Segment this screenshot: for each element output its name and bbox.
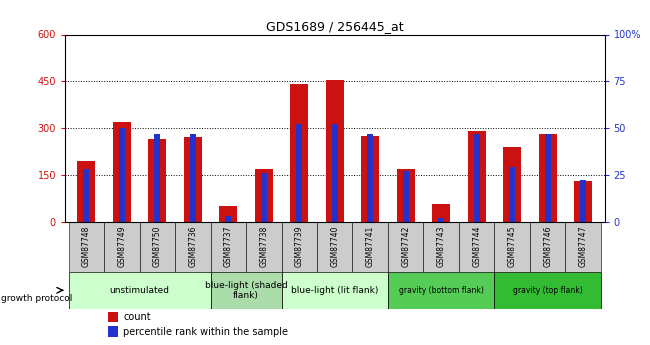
Bar xyxy=(495,272,601,309)
Bar xyxy=(68,272,211,309)
Bar xyxy=(140,221,175,272)
Bar xyxy=(397,169,415,221)
Bar xyxy=(261,173,267,221)
Bar xyxy=(545,134,551,221)
Text: blue-light (lit flank): blue-light (lit flank) xyxy=(291,286,378,295)
Bar xyxy=(459,221,495,272)
Bar xyxy=(468,131,486,221)
Text: GSM87739: GSM87739 xyxy=(294,226,304,267)
Bar xyxy=(108,312,118,322)
Bar xyxy=(104,221,140,272)
Text: GSM87745: GSM87745 xyxy=(508,226,517,267)
Bar xyxy=(332,124,338,221)
Title: GDS1689 / 256445_at: GDS1689 / 256445_at xyxy=(266,20,404,33)
Bar xyxy=(190,134,196,221)
Text: GSM87740: GSM87740 xyxy=(330,226,339,267)
Bar xyxy=(255,169,272,221)
Bar xyxy=(225,216,231,221)
Bar xyxy=(148,139,166,221)
Bar xyxy=(424,221,459,272)
Bar xyxy=(580,180,586,221)
Bar xyxy=(68,221,104,272)
Bar xyxy=(154,134,161,221)
Bar xyxy=(108,326,118,337)
Text: GSM87743: GSM87743 xyxy=(437,226,446,267)
Text: count: count xyxy=(124,312,151,322)
Bar xyxy=(175,221,211,272)
Bar xyxy=(438,218,445,221)
Bar xyxy=(246,221,281,272)
Text: blue-light (shaded
flank): blue-light (shaded flank) xyxy=(205,280,287,300)
Bar xyxy=(432,205,450,221)
Bar xyxy=(326,80,344,221)
Bar xyxy=(388,221,424,272)
Bar xyxy=(118,128,125,221)
Text: GSM87744: GSM87744 xyxy=(472,226,481,267)
Text: GSM87738: GSM87738 xyxy=(259,226,268,267)
Bar xyxy=(575,181,592,221)
Bar xyxy=(352,221,388,272)
Text: growth protocol: growth protocol xyxy=(1,294,72,303)
Bar xyxy=(402,171,409,221)
Text: GSM87746: GSM87746 xyxy=(543,226,552,267)
Bar xyxy=(509,167,515,221)
Bar xyxy=(317,221,352,272)
Bar xyxy=(539,134,556,221)
Text: percentile rank within the sample: percentile rank within the sample xyxy=(124,327,288,337)
Bar xyxy=(361,136,379,221)
Bar xyxy=(281,272,388,309)
Bar xyxy=(503,147,521,221)
Bar xyxy=(388,272,495,309)
Bar xyxy=(77,161,95,221)
Bar xyxy=(367,134,374,221)
Bar xyxy=(211,272,281,309)
Bar xyxy=(566,221,601,272)
Text: GSM87748: GSM87748 xyxy=(82,226,91,267)
Text: GSM87737: GSM87737 xyxy=(224,226,233,267)
Bar xyxy=(296,124,302,221)
Text: unstimulated: unstimulated xyxy=(110,286,170,295)
Text: GSM87747: GSM87747 xyxy=(578,226,588,267)
Text: GSM87749: GSM87749 xyxy=(117,226,126,267)
Text: gravity (top flank): gravity (top flank) xyxy=(513,286,582,295)
Bar xyxy=(281,221,317,272)
Bar xyxy=(184,137,202,221)
Bar xyxy=(530,221,566,272)
Bar xyxy=(113,122,131,221)
Text: GSM87750: GSM87750 xyxy=(153,226,162,267)
Bar xyxy=(220,206,237,221)
Bar xyxy=(83,169,90,221)
Text: GSM87741: GSM87741 xyxy=(366,226,375,267)
Text: GSM87736: GSM87736 xyxy=(188,226,198,267)
Text: GSM87742: GSM87742 xyxy=(401,226,410,267)
Text: gravity (bottom flank): gravity (bottom flank) xyxy=(399,286,484,295)
Bar xyxy=(211,221,246,272)
Bar xyxy=(291,85,308,221)
Bar xyxy=(495,221,530,272)
Bar xyxy=(474,134,480,221)
